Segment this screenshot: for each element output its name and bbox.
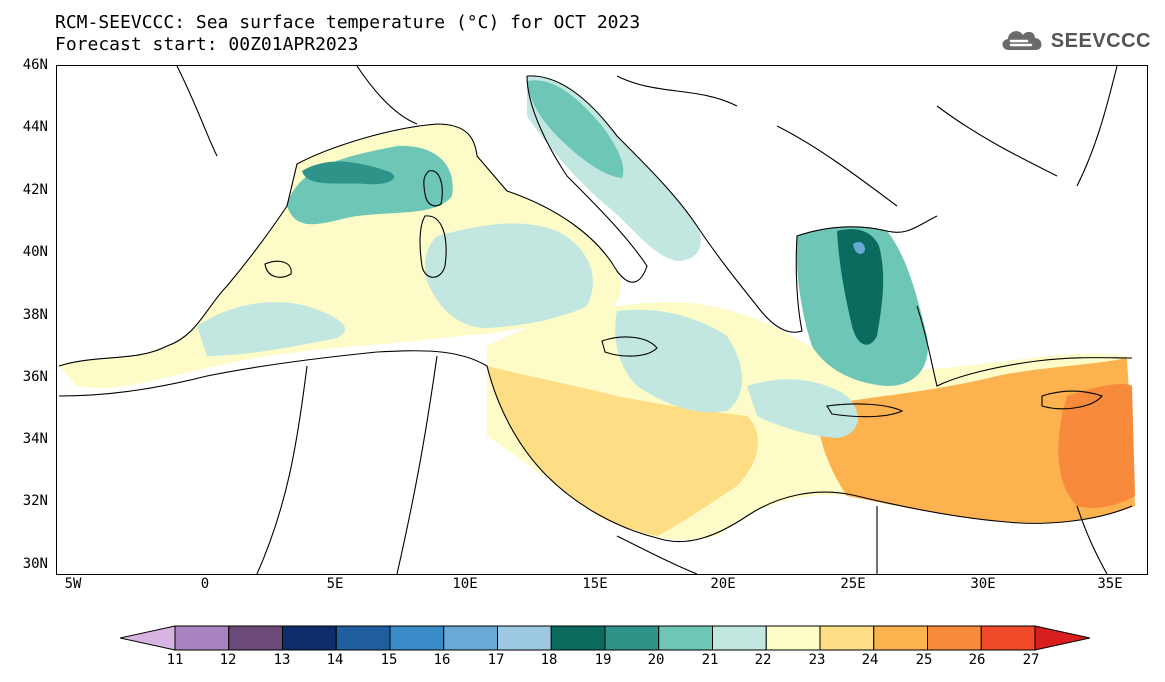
sst-map [56, 65, 1148, 575]
lat-label-40n: 40N [22, 244, 48, 260]
coastlines [58, 66, 1133, 574]
lat-label-32n: 32N [22, 493, 48, 509]
balearic-cool [197, 302, 346, 356]
africa-coastline [58, 350, 1133, 543]
tyrrhenian-cool [425, 223, 593, 328]
colorbar-label-24: 24 [861, 652, 879, 668]
cretan-cool [747, 379, 858, 438]
lon-label-15e: 15E [582, 576, 608, 592]
lon-label-20e: 20E [710, 576, 736, 592]
libyan-sea-warm [487, 366, 758, 536]
colorbar-label-26: 26 [968, 652, 986, 668]
colorbar-bin [765, 625, 821, 651]
mallorca-outline [264, 260, 292, 278]
colorbar-label-25: 25 [915, 652, 933, 668]
colorbar-bin [443, 625, 498, 651]
aegean-cold-spot [853, 242, 865, 254]
colorbar-label-22: 22 [754, 652, 772, 668]
colorbar-label-27: 27 [1022, 652, 1040, 668]
lon-label-35e: 35E [1097, 576, 1123, 592]
ionian-cool [615, 309, 742, 413]
lat-label-44n: 44N [22, 119, 48, 135]
figure-title: RCM-SEEVCCC: Sea surface temperature (°C… [55, 12, 640, 56]
title-line-1: RCM-SEEVCCC: Sea surface temperature (°C… [55, 12, 641, 33]
colorbar-bin [658, 625, 713, 651]
colorbar-bin [819, 625, 875, 651]
lat-label-34n: 34N [22, 431, 48, 447]
colorbar-label-18: 18 [540, 652, 558, 668]
lon-label-5w: 5W [64, 576, 82, 592]
lat-label-42n: 42N [22, 182, 48, 198]
seevccc-logo: SEEVCCC [997, 24, 1151, 59]
lat-label-36n: 36N [22, 369, 48, 385]
colorbar-bin [174, 625, 230, 651]
sst-field [59, 75, 1135, 540]
colorbar-label-19: 19 [594, 652, 612, 668]
lon-label-0: 0 [200, 576, 210, 592]
lon-label-10e: 10E [452, 576, 478, 592]
colorbar-bin [550, 625, 606, 651]
north-aegean-cold [837, 229, 884, 345]
lat-label-46n: 46N [22, 57, 48, 73]
colorbar-label-20: 20 [647, 652, 665, 668]
colorbar-svg [119, 625, 1091, 651]
colorbar-label-17: 17 [487, 652, 505, 668]
colorbar-label-23: 23 [808, 652, 826, 668]
colorbar-bin [119, 625, 176, 651]
colorbar-bin [604, 625, 660, 651]
cyprus-outline [1041, 390, 1103, 410]
sicily-outline [601, 336, 658, 357]
balkan-coastline [526, 75, 938, 333]
lon-label-30e: 30E [970, 576, 996, 592]
cloud-icon [997, 24, 1047, 59]
corsica-outline [423, 170, 443, 207]
sardinia-outline [419, 215, 447, 278]
colorbar-bin [980, 625, 1036, 651]
europe-coastline [58, 75, 648, 367]
colorbar-bin [927, 625, 982, 651]
country-borders [176, 66, 1118, 574]
adriatic-north-cool [527, 80, 624, 178]
colorbar-bin [873, 625, 928, 651]
colorbar-bin [389, 625, 445, 651]
colorbar-bin [282, 625, 337, 651]
colorbar-bin [712, 625, 767, 651]
title-line-2: Forecast start: 00Z01APR2023 [55, 34, 359, 55]
lon-label-5e: 5E [326, 576, 344, 592]
lat-label-30n: 30N [22, 556, 48, 572]
colorbar-label-12: 12 [219, 652, 237, 668]
anatomian-coastline [916, 305, 1133, 387]
colorbar [119, 625, 1091, 656]
colorbar-label-14: 14 [326, 652, 344, 668]
lat-label-38n: 38N [22, 307, 48, 323]
colorbar-label-15: 15 [380, 652, 398, 668]
colorbar-label-21: 21 [701, 652, 719, 668]
crete-outline [826, 403, 904, 418]
colorbar-bin [228, 625, 283, 651]
gulf-of-lion-cold-core [302, 161, 395, 185]
colorbar-bin [497, 625, 552, 651]
logo-text: SEEVCCC [1050, 30, 1151, 52]
levantine-warm [817, 358, 1135, 523]
levantine-hot [1058, 384, 1135, 508]
colorbar-bin [1034, 625, 1091, 651]
colorbar-label-13: 13 [273, 652, 291, 668]
colorbar-bin [335, 625, 391, 651]
colorbar-label-16: 16 [433, 652, 451, 668]
colorbar-label-11: 11 [166, 652, 184, 668]
lon-label-25e: 25E [840, 576, 866, 592]
